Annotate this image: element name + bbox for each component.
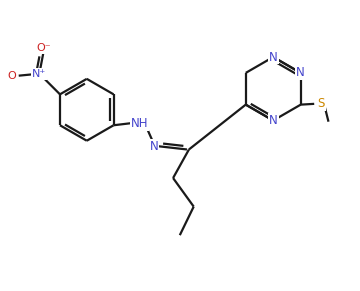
Text: N: N — [150, 140, 158, 153]
Text: N⁺: N⁺ — [32, 69, 46, 79]
Text: S: S — [318, 97, 325, 110]
Text: O: O — [7, 71, 16, 81]
Text: O⁻: O⁻ — [36, 43, 51, 53]
Text: N: N — [269, 114, 278, 127]
Text: N: N — [296, 66, 305, 79]
Text: N: N — [269, 51, 278, 63]
Text: NH: NH — [131, 117, 148, 130]
